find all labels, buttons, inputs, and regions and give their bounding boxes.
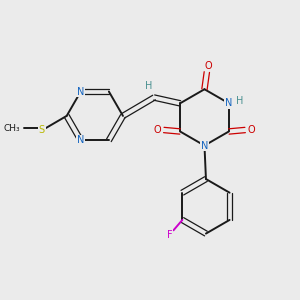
Text: H: H bbox=[145, 81, 152, 91]
Text: N: N bbox=[225, 98, 233, 108]
Text: CH₃: CH₃ bbox=[4, 124, 20, 133]
Text: O: O bbox=[154, 125, 161, 135]
Text: H: H bbox=[236, 96, 244, 106]
Text: N: N bbox=[77, 135, 84, 145]
Text: O: O bbox=[248, 125, 256, 135]
Text: O: O bbox=[205, 61, 212, 70]
Text: N: N bbox=[77, 86, 84, 97]
Text: F: F bbox=[167, 230, 173, 240]
Text: S: S bbox=[39, 125, 45, 135]
Text: N: N bbox=[201, 141, 208, 151]
